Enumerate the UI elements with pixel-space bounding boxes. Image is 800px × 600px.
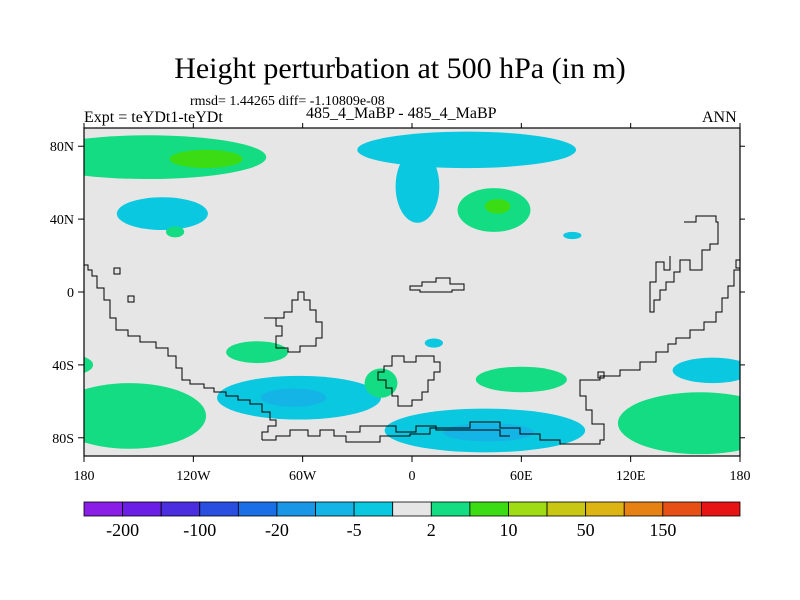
contour-arctic-positive-core — [169, 149, 243, 169]
colorbar-box-5 — [276, 501, 316, 517]
colorbar-label-1: -100 — [183, 520, 216, 540]
coastline-asia — [649, 215, 719, 313]
contour-arctic-negative-band — [357, 131, 576, 169]
colorbar-box-3 — [199, 501, 239, 517]
contour-small-negative-2 — [424, 338, 443, 348]
colorbar-label-6: 50 — [577, 520, 595, 540]
contour-antarctic-positive-east — [617, 392, 740, 455]
colorbar-label-0: -200 — [106, 520, 139, 540]
colorbar-box-0 — [83, 501, 123, 517]
coastline-small-4 — [597, 371, 605, 379]
contour-asia-negative-tail — [395, 149, 440, 223]
contour-south-pacific-negative-core — [260, 388, 327, 407]
contour-antarctic-positive-west — [84, 383, 207, 449]
contour-south-atlantic-positive-small — [364, 368, 398, 398]
plot-title: Height perturbation at 500 hPa (in m) — [174, 52, 626, 85]
contour-small-positive-1 — [166, 226, 185, 238]
colorbar-box-10 — [469, 501, 509, 517]
stats-text: rmsd= 1.44265 diff= -1.10809e-08 — [190, 94, 385, 109]
experiment-label: Expt = teYDt1-teYDt — [84, 109, 223, 126]
contour-small-negative-1 — [563, 231, 582, 240]
contour-europe-positive-core — [484, 199, 511, 214]
coastline-central-america — [264, 291, 323, 353]
colorbar-box-4 — [237, 501, 278, 517]
x-tick-label-2: 60W — [289, 469, 317, 484]
contour-indian-ocean-negative — [672, 357, 740, 384]
contour-atlantic-negative — [116, 197, 208, 231]
colorbar: -200 -100 -20 -5 2 10 50 150 — [83, 501, 741, 540]
coastline-antarctica — [262, 269, 740, 445]
coastline-africa — [346, 425, 510, 437]
y-tick-label-0: 80N — [50, 140, 74, 155]
colorbar-label-2: -20 — [265, 520, 289, 540]
contour-east-pacific-positive — [84, 357, 94, 373]
colorbar-label-5: 10 — [499, 520, 517, 540]
contour-fill-layer — [84, 131, 740, 455]
coastline-layer — [84, 215, 740, 445]
x-tick-label-1: 120W — [176, 469, 211, 484]
colorbar-label-7: 150 — [649, 520, 676, 540]
colorbar-box-15 — [662, 501, 702, 517]
colorbar-box-16 — [701, 501, 741, 517]
colorbar-box-13 — [585, 501, 625, 517]
colorbar-box-9 — [430, 501, 471, 517]
x-tick-label-6: 180 — [730, 469, 751, 484]
x-tick-label-5: 120E — [616, 469, 646, 484]
y-tick-label-4: 80S — [52, 432, 74, 447]
x-tick-label-4: 60E — [510, 469, 533, 484]
x-tick-label-3: 0 — [409, 469, 416, 484]
y-tick-label-1: 40N — [50, 213, 74, 228]
colorbar-box-8 — [392, 501, 432, 517]
colorbar-label-4: 2 — [427, 520, 436, 540]
coastline-small-2 — [127, 295, 135, 303]
center-string: 485_4_MaBP - 485_4_MaBP — [306, 105, 497, 122]
contour-pacific-positive — [226, 341, 289, 364]
colorbar-box-11 — [508, 501, 548, 517]
x-tick-label-0: 180 — [74, 469, 95, 484]
coastline-south-atlantic — [377, 355, 441, 407]
colorbar-label-3: -5 — [347, 520, 362, 540]
coastline-small-3 — [735, 259, 740, 269]
contour-southern-ocean-positive — [475, 366, 567, 393]
colorbar-box-6 — [315, 501, 355, 517]
colorbar-box-1 — [122, 501, 162, 517]
y-tick-label-3: 40S — [52, 359, 74, 374]
axis-ticks: 180 120W 60W 0 60E 120E 180 80N 40N 0 40S 80S — [50, 123, 751, 484]
colorbar-box-14 — [623, 501, 664, 517]
season-label: ANN — [702, 109, 737, 126]
colorbar-box-12 — [546, 501, 587, 517]
coastline-americas — [84, 264, 277, 440]
coastline-europe — [409, 277, 465, 293]
coastline-small-1 — [113, 267, 121, 275]
colorbar-box-2 — [160, 501, 201, 517]
colorbar-box-7 — [353, 501, 394, 517]
y-tick-label-2: 0 — [67, 286, 74, 301]
